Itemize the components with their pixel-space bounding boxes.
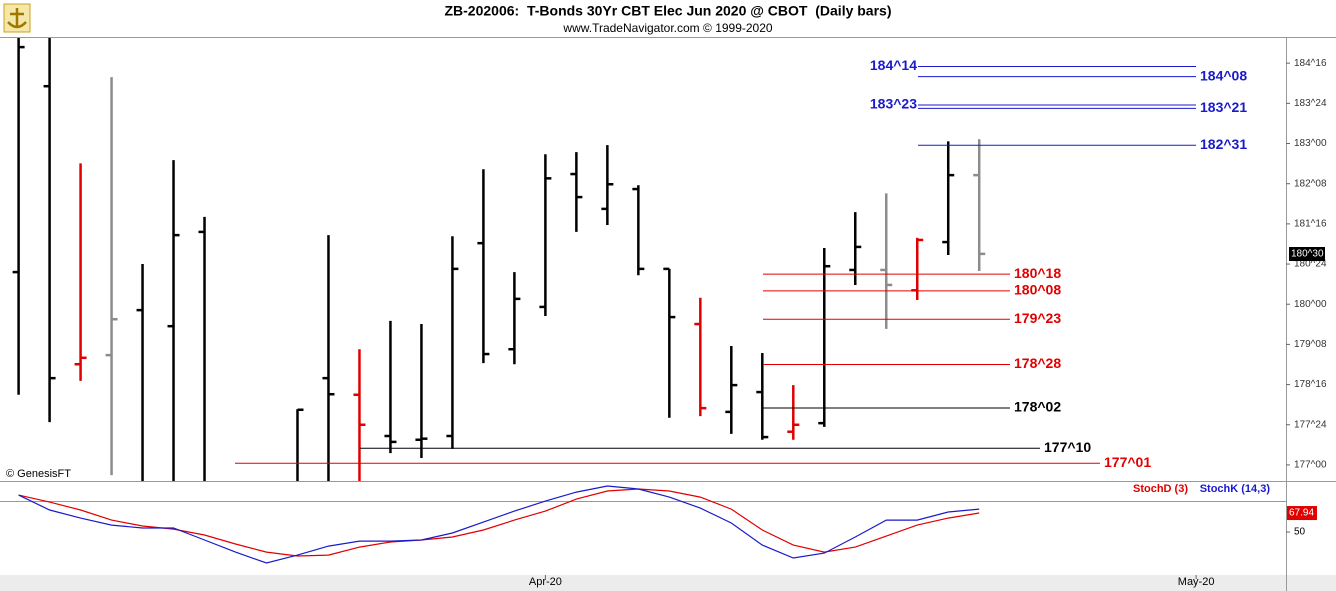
level-label: 180^18 — [1014, 265, 1061, 281]
last-value-label: 67.94 — [1289, 508, 1314, 519]
y-tick-label: 50 — [1294, 527, 1306, 538]
x-tick-label: Apr-20 — [529, 576, 562, 588]
level-label: 183^23 — [870, 96, 917, 112]
level-label: 177^10 — [1044, 439, 1091, 455]
chart-title: ZB-202006: T-Bonds 30Yr CBT Elec Jun 202… — [444, 3, 891, 19]
level-label: 183^21 — [1200, 99, 1247, 115]
y-tick-label: 177^24 — [1294, 419, 1327, 430]
level-label: 178^28 — [1014, 355, 1061, 371]
level-label: 178^02 — [1014, 399, 1061, 415]
chart-subtitle: www.TradeNavigator.com © 1999-2020 — [562, 21, 772, 35]
logo — [3, 3, 31, 33]
y-tick-label: 180^00 — [1294, 299, 1327, 310]
y-tick-label: 183^24 — [1294, 98, 1327, 109]
y-tick-label: 178^16 — [1294, 379, 1327, 390]
stoch-lines — [18, 485, 980, 564]
level-label: 182^31 — [1200, 136, 1247, 152]
level-label: 179^23 — [1014, 310, 1061, 326]
y-tick-label: 180^24 — [1294, 259, 1327, 270]
stoch-line — [18, 485, 980, 564]
level-label: 184^14 — [870, 57, 917, 73]
level-label: 184^08 — [1200, 67, 1247, 83]
x-tick-label: May-20 — [1178, 576, 1215, 588]
last-price-label: 180^30 — [1291, 249, 1324, 260]
y-tick-label: 184^16 — [1294, 58, 1327, 69]
price-bars — [12, 38, 986, 481]
level-label: 177^01 — [1104, 454, 1151, 470]
last-value-box — [1287, 506, 1317, 521]
x-axis-bar — [0, 575, 1336, 591]
legend-label: StochD (3) — [1133, 483, 1188, 495]
last-price-box — [1289, 247, 1325, 262]
y-tick-label: 183^00 — [1294, 138, 1327, 149]
level-label: 180^08 — [1014, 282, 1061, 298]
y-tick-label: 179^08 — [1294, 339, 1327, 350]
y-tick-label: 177^00 — [1294, 460, 1327, 471]
legend-label: StochK (14,3) — [1200, 483, 1271, 495]
y-tick-label: 182^08 — [1294, 178, 1327, 189]
watermark: © GenesisFT — [6, 468, 71, 480]
y-tick-label: 181^16 — [1294, 219, 1327, 230]
